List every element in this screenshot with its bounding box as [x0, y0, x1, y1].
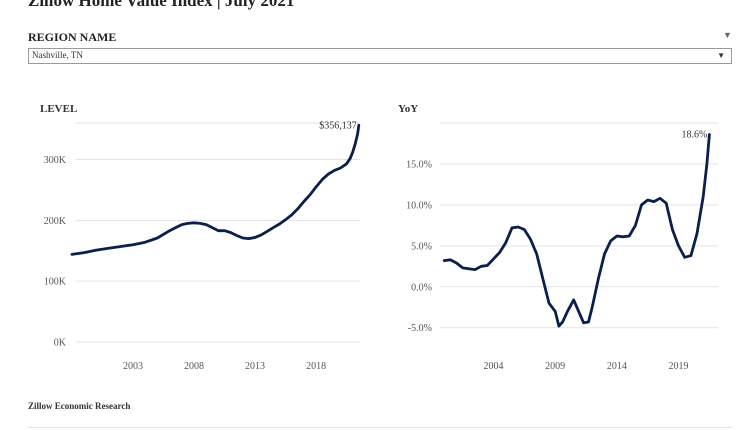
level-chart-x-ticks: 2003 2008 2013 2018 — [123, 361, 326, 372]
end-value-label: 18.6% — [682, 129, 708, 140]
divider — [28, 427, 732, 428]
page-title: Zillow Home Value Index | July 2021 — [28, 0, 295, 10]
end-value-label: $356,137 — [319, 120, 357, 131]
x-tick-label: 2013 — [245, 361, 265, 372]
y-tick-label: 0.0% — [411, 282, 432, 293]
level-chart-title: LEVEL — [40, 103, 77, 115]
level-chart-y-ticks: 0K 100K 200K 300K — [44, 155, 67, 349]
yoy-chart: YoY -5.0% 0.0% 5.0% 10.0% 15.0% 2004 2009 2014… — [398, 103, 718, 372]
x-tick-label: 2014 — [607, 361, 627, 372]
level-chart-end-label: $356,137 — [319, 120, 357, 131]
y-tick-label: 5.0% — [411, 241, 432, 252]
footer-credit: Zillow Economic Research — [28, 401, 131, 411]
series-line — [442, 133, 711, 328]
y-tick-label: -5.0% — [408, 323, 432, 334]
yoy-chart-end-label: 18.6% — [682, 129, 708, 140]
yoy-chart-x-ticks: 2004 2009 2014 2019 — [484, 361, 689, 372]
region-select[interactable]: Nashville, TN ▼ — [28, 48, 732, 64]
level-chart-gridlines — [76, 122, 360, 343]
caret-down-icon[interactable]: ▼ — [723, 30, 732, 40]
y-tick-label: 15.0% — [406, 159, 432, 170]
region-filter-label: REGION NAME — [28, 30, 117, 44]
x-tick-label: 2003 — [123, 361, 143, 372]
yoy-chart-gridlines — [440, 122, 718, 329]
x-tick-label: 2004 — [484, 361, 504, 372]
y-tick-label: 200K — [44, 216, 67, 227]
y-tick-label: 10.0% — [406, 200, 432, 211]
y-tick-label: 100K — [44, 277, 67, 288]
yoy-chart-title: YoY — [398, 103, 418, 115]
y-tick-label: 0K — [54, 338, 67, 349]
x-tick-label: 2008 — [184, 361, 204, 372]
y-tick-label: 300K — [44, 155, 67, 166]
yoy-chart-series — [442, 133, 711, 328]
dropdown-arrow-icon[interactable]: ▼ — [717, 51, 725, 60]
region-select-value: Nashville, TN — [32, 50, 83, 60]
level-chart: LEVEL 0K 100K 200K 300K 2003 2008 2013 2018 $3… — [40, 103, 361, 372]
x-tick-label: 2009 — [545, 361, 565, 372]
level-chart-series — [70, 123, 361, 256]
series-line — [70, 123, 361, 256]
x-tick-label: 2018 — [306, 361, 326, 372]
x-tick-label: 2019 — [669, 361, 689, 372]
yoy-chart-y-ticks: -5.0% 0.0% 5.0% 10.0% 15.0% — [406, 159, 432, 334]
